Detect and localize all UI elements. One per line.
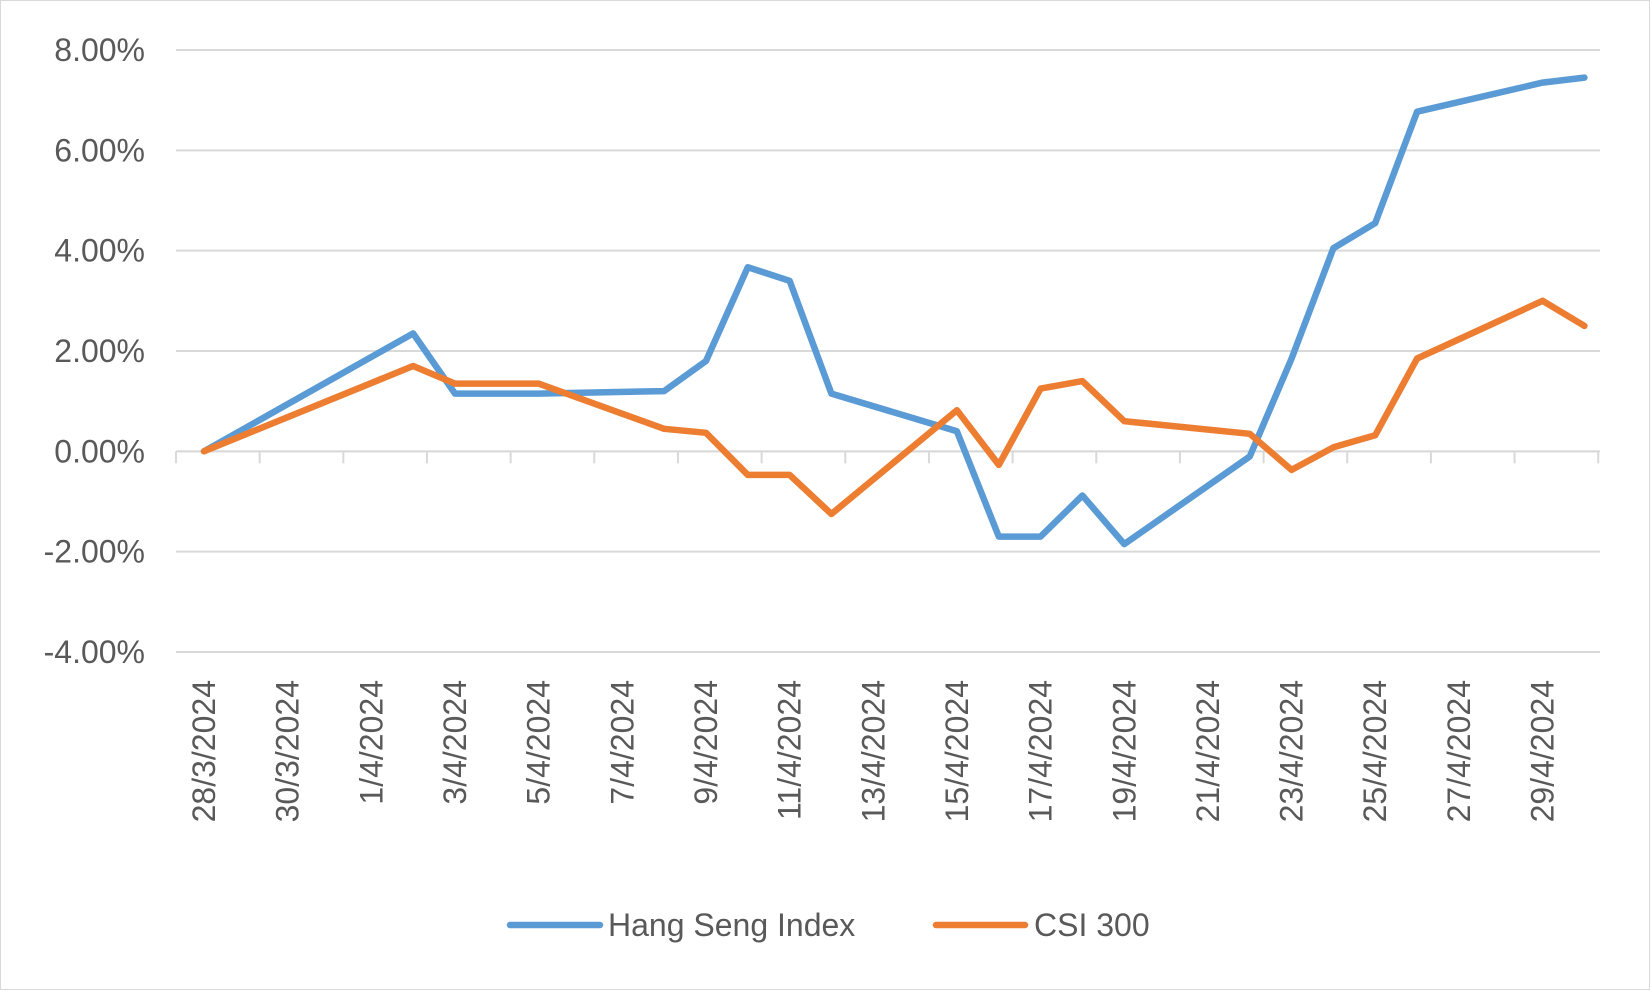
x-tick-label: 29/4/2024 (1525, 680, 1561, 822)
x-tick-label: 1/4/2024 (353, 680, 389, 805)
x-tick-label: 21/4/2024 (1190, 680, 1226, 822)
legend-item[interactable]: CSI 300 (932, 907, 1150, 943)
y-tick-label: 4.00% (54, 233, 145, 269)
y-tick-label: 2.00% (54, 333, 145, 369)
x-tick-label: 9/4/2024 (688, 680, 724, 805)
x-tick-label: 13/4/2024 (855, 680, 891, 822)
x-tick-label: 23/4/2024 (1274, 680, 1310, 822)
legend-label: Hang Seng Index (608, 907, 855, 943)
series-line-hang-seng-index (200, 74, 1588, 548)
x-axis-tick-labels: 28/3/2024 30/3/2024 1/4/2024 3/4/2024 5/4/20… (186, 680, 1561, 822)
x-tick-label: 7/4/2024 (604, 680, 640, 805)
x-tick-label: 15/4/2024 (939, 680, 975, 822)
y-tick-label: -2.00% (44, 534, 145, 570)
y-axis-tick-labels: 8.00% 6.00% 4.00% 2.00% 0.00% -2.00% -4.00% (44, 32, 145, 670)
series-lines (200, 74, 1588, 548)
y-tick-label: -4.00% (44, 634, 145, 670)
legend-label: CSI 300 (1034, 907, 1150, 943)
x-tick-label: 11/4/2024 (772, 680, 808, 820)
x-tick-label: 3/4/2024 (437, 680, 473, 805)
y-tick-label: 0.00% (54, 433, 145, 469)
x-tick-label: 17/4/2024 (1023, 680, 1059, 822)
x-tick-label: 19/4/2024 (1106, 680, 1142, 822)
x-tick-label: 5/4/2024 (521, 680, 557, 805)
legend-item[interactable]: Hang Seng Index (506, 907, 855, 943)
legend[interactable]: Hang Seng Index CSI 300 (506, 907, 1150, 943)
x-tick-label: 28/3/2024 (186, 680, 222, 822)
x-tick-label: 30/3/2024 (270, 680, 306, 822)
x-tick-label: 25/4/2024 (1357, 680, 1393, 822)
grid-lines (176, 49, 1600, 653)
x-tick-label: 27/4/2024 (1441, 680, 1477, 822)
y-tick-label: 8.00% (54, 32, 145, 68)
y-tick-label: 6.00% (54, 132, 145, 168)
x-axis (175, 450, 1600, 464)
series-line-csi-300 (200, 297, 1588, 518)
